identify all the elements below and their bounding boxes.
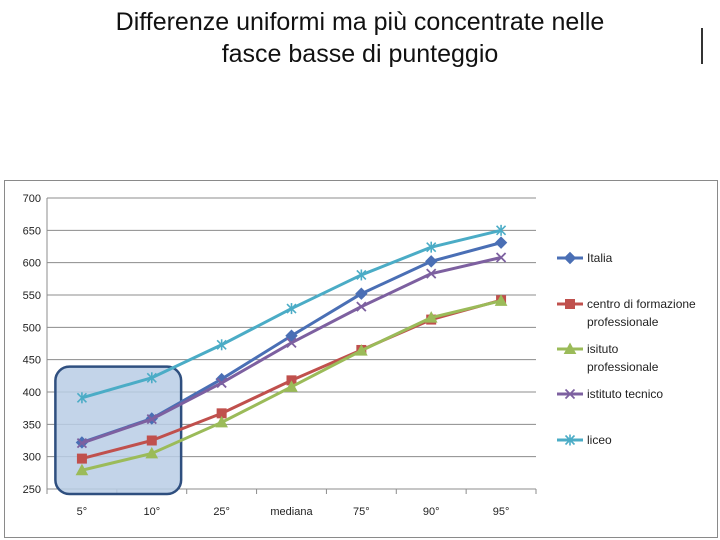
legend-label-centro-di-formazione-professionale: centro di formazione <box>587 297 696 311</box>
data-point-centro-di-formazione-professionale <box>146 435 157 446</box>
data-point-liceo <box>216 339 227 351</box>
y-tick-label: 300 <box>23 452 41 464</box>
data-point-isituto-professionale <box>494 294 508 306</box>
data-point-liceo <box>356 269 367 281</box>
data-point-istituto-tecnico <box>286 337 297 348</box>
data-point-italia <box>494 236 508 249</box>
legend-marker-istituto-tecnico <box>564 388 576 400</box>
data-point-isituto-professionale <box>285 380 298 392</box>
title-line-2: fasce basse di punteggio <box>221 40 499 68</box>
data-point-isituto-professionale <box>424 311 438 323</box>
data-point-isituto-professionale <box>215 415 228 428</box>
x-tick-label: 25° <box>213 506 230 518</box>
data-point-istituto-tecnico <box>356 301 367 312</box>
data-point-istituto-tecnico <box>146 414 157 425</box>
y-tick-label: 450 <box>23 355 41 367</box>
legend-label-istituto-tecnico: istituto tecnico <box>587 387 663 401</box>
data-point-istituto-tecnico <box>426 268 437 279</box>
chart-frame: 250 300 350 400 450 500 550 600 650 700 5° 10° 25° me… <box>4 180 718 538</box>
y-tick-label: 550 <box>23 290 41 302</box>
x-tick-label: 90° <box>423 506 440 518</box>
legend-label-centro-di-formazione-professionale: professionale <box>587 315 659 329</box>
title-line-1: Differenze uniformi ma più concentrate n… <box>115 8 605 36</box>
slide-title: Differenze uniformi ma più concentrate n… <box>40 6 680 70</box>
y-tick-label: 250 <box>23 484 41 496</box>
legend-marker-italia <box>563 251 577 265</box>
line-chart: 250 300 350 400 450 500 550 600 650 700 5° 10° 25° me… <box>23 193 696 518</box>
x-tick-label: 95° <box>493 506 510 518</box>
data-point-centro-di-formazione-professionale <box>76 453 87 464</box>
data-point-istituto-tecnico <box>76 437 88 449</box>
legend-label-isituto-professionale: isituto <box>587 342 619 356</box>
data-point-istituto-tecnico <box>216 377 227 389</box>
legend-marker-liceo <box>564 434 576 446</box>
x-tick-label: 10° <box>143 506 160 518</box>
legend-label-liceo: liceo <box>587 433 612 447</box>
data-point-liceo <box>426 241 437 253</box>
data-point-isituto-professionale <box>355 344 368 356</box>
y-tick-label: 700 <box>23 193 41 205</box>
data-point-liceo <box>286 303 297 315</box>
data-point-italia <box>355 287 368 300</box>
x-tick-label: mediana <box>270 506 313 518</box>
legend-label-italia: Italia <box>587 251 613 265</box>
x-tick-label: 75° <box>353 506 370 518</box>
y-tick-label: 350 <box>23 419 41 431</box>
y-tick-label: 600 <box>23 258 41 270</box>
data-point-italia <box>425 255 438 268</box>
y-tick-label: 400 <box>23 387 41 399</box>
legend-label-isituto-professionale: professionale <box>587 360 659 374</box>
data-point-isituto-professionale <box>75 463 89 476</box>
data-point-isituto-professionale <box>145 446 159 459</box>
legend-marker-isituto-professionale <box>563 342 577 354</box>
y-tick-label: 500 <box>23 322 41 334</box>
decorative-divider <box>701 28 703 64</box>
legend-marker-centro-di-formazione-professionale <box>565 299 575 309</box>
data-point-istituto-tecnico <box>495 252 507 263</box>
y-tick-label: 650 <box>23 225 41 237</box>
data-point-liceo <box>496 224 507 236</box>
data-point-liceo <box>76 392 87 404</box>
x-tick-label: 5° <box>77 506 88 518</box>
data-point-liceo <box>146 372 157 384</box>
